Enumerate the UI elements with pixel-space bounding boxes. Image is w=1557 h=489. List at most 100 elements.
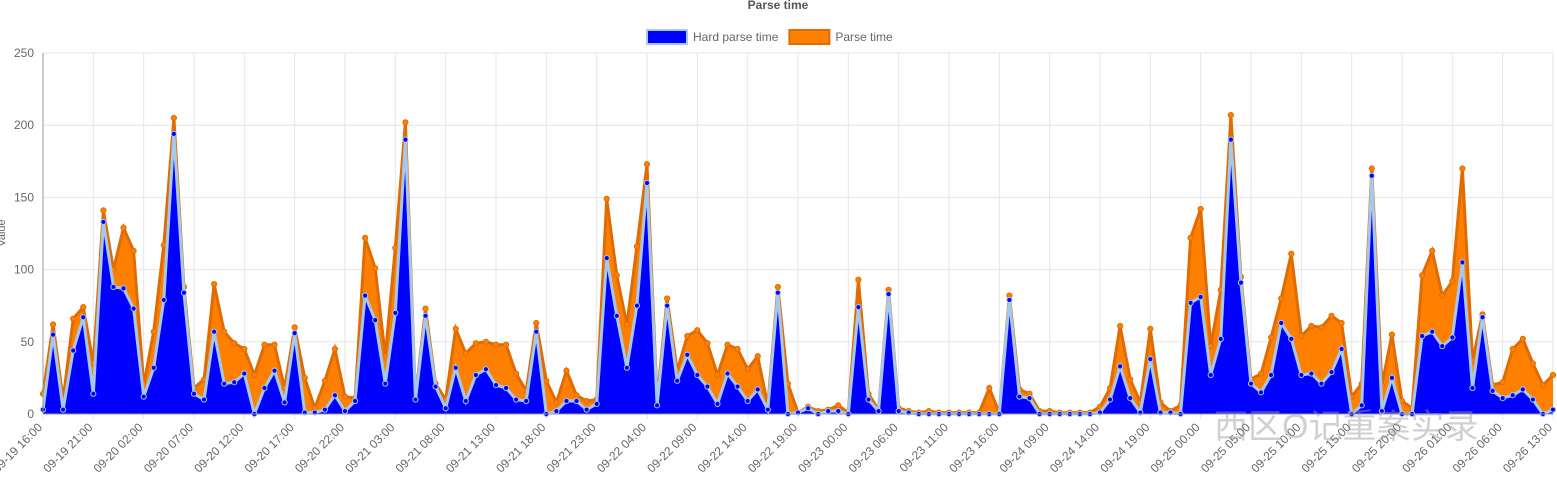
data-point [341,408,349,415]
data-point [170,130,177,137]
data-point [1298,371,1305,379]
data-point [1368,165,1375,172]
x-tick-label: 09-24 14:00 [1047,420,1102,475]
data-point [1268,334,1275,341]
x-tick-label: 09-24 09:00 [997,420,1052,475]
data-point [221,328,228,335]
data-point [674,377,681,384]
data-point [1257,389,1265,396]
data-point [653,402,661,409]
data-point [130,305,137,312]
data-point [291,324,298,331]
data-point [704,383,711,390]
data-point [1519,386,1526,393]
x-tick-label: 09-22 14:00 [695,420,750,475]
data-point [1308,322,1315,330]
data-point [1227,136,1234,143]
data-point [643,179,651,187]
data-point [402,119,409,126]
data-point [533,328,540,335]
data-point [462,350,469,357]
data-point [774,289,781,296]
data-point [583,406,590,413]
data-point [301,374,308,381]
y-tick-label: 150 [14,190,34,204]
data-point [90,390,97,397]
data-point [714,371,721,379]
data-point [1227,111,1234,119]
data-point [291,330,298,337]
data-point [1257,370,1265,377]
x-tick-label: 09-26 13:00 [1500,420,1555,475]
data-point [472,340,479,347]
data-point [502,341,510,348]
data-point [100,207,107,214]
data-point [1147,356,1154,363]
data-point [1549,406,1557,413]
data-point [1197,293,1204,301]
data-point [835,402,842,409]
x-tick-label: 09-21 13:00 [443,420,498,475]
data-point [241,345,248,353]
x-tick-label: 09-22 19:00 [745,420,800,475]
data-point [49,331,57,338]
data-point [684,351,691,358]
data-point [664,295,671,302]
data-point [372,265,379,272]
y-tick-label: 50 [21,335,35,349]
data-point [744,397,751,405]
data-point [1328,369,1335,376]
data-point [1429,328,1436,335]
data-point [754,386,761,393]
data-point [1308,370,1315,377]
data-point [1278,295,1285,302]
data-point [1509,392,1516,399]
data-point [130,247,137,254]
data-point [1298,332,1305,340]
data-point [412,396,419,403]
data-point [563,397,570,405]
data-point [724,370,731,377]
data-point [704,340,711,347]
data-point [734,383,741,390]
x-tick-label: 09-20 22:00 [292,420,347,475]
data-point [1499,379,1506,386]
data-point [1278,319,1285,327]
data-point [724,341,731,348]
data-point [462,397,469,405]
data-point [271,341,278,348]
data-point [513,396,520,403]
data-point [442,405,449,412]
data-point [331,345,339,353]
x-tick-label: 09-21 08:00 [393,420,448,475]
x-tick-label: 09-21 03:00 [342,420,397,475]
data-point [855,276,862,283]
x-tick-label: 09-20 02:00 [91,420,146,475]
data-point [1388,374,1396,381]
data-point [694,327,701,334]
data-point [1519,335,1526,343]
data-point [865,396,872,403]
data-point [1117,363,1124,370]
data-point [1489,387,1496,394]
watermark: 西区O记重案实录 [1214,408,1478,446]
x-tick-label: 09-24 19:00 [1097,420,1152,475]
data-point [804,405,812,412]
data-point [734,345,741,353]
data-point [49,321,57,328]
data-point [482,366,490,373]
data-point [573,397,580,405]
data-point [160,296,167,304]
data-point [140,393,147,400]
data-point [70,347,77,354]
data-point [1268,371,1275,379]
data-point [1338,319,1345,327]
data-point [1419,272,1426,279]
data-point [583,397,590,405]
data-point [1217,335,1224,343]
data-point [221,380,228,387]
data-point [120,285,127,292]
data-point [150,328,157,335]
data-point [573,392,580,399]
data-point [1026,395,1033,402]
